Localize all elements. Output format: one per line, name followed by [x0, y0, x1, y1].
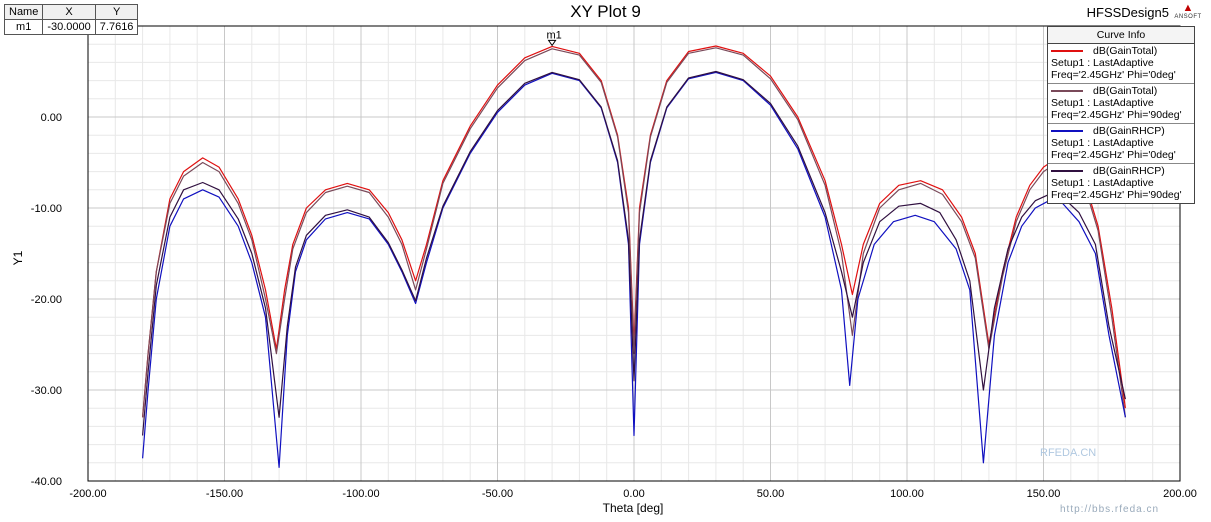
x-tick-label: -50.00: [482, 488, 513, 500]
legend-entry-name: dB(GainTotal): [1093, 45, 1158, 57]
marker-table[interactable]: Name X Y m1 -30.0000 7.7616: [3, 4, 139, 35]
ansoft-logo-text: ANSOFT: [1174, 14, 1202, 20]
y-tick-label: -10.00: [31, 203, 62, 215]
legend-entry[interactable]: dB(GainRHCP) Setup1 : LastAdaptive Freq=…: [1048, 124, 1194, 164]
marker-table-header-y: Y: [94, 4, 139, 20]
design-name: HFSSDesign5: [1086, 5, 1169, 20]
legend-entry[interactable]: dB(GainRHCP) Setup1 : LastAdaptive Freq=…: [1048, 164, 1194, 203]
watermark-text: RFEDA.CN: [1040, 447, 1097, 459]
legend-entry-setup: Setup1 : LastAdaptive: [1051, 137, 1154, 149]
legend-entry-name: dB(GainRHCP): [1093, 165, 1165, 177]
y-tick-label: -40.00: [31, 476, 62, 488]
x-tick-label: 200.00: [1163, 488, 1197, 500]
x-tick-label: -100.00: [342, 488, 379, 500]
legend-entry-name: dB(GainRHCP): [1093, 125, 1165, 137]
legend-entry-name: dB(GainTotal): [1093, 85, 1158, 97]
x-axis-ticks: -200.00 -150.00 -100.00 -50.00 0.00 50.00 100.…: [69, 488, 1196, 500]
plot-area-border: [87, 25, 1181, 482]
table-row[interactable]: m1 -30.0000 7.7616: [3, 19, 139, 35]
legend-entry-setup: Setup1 : LastAdaptive: [1051, 177, 1154, 189]
y-tick-label: -30.00: [31, 385, 62, 397]
curve-info-legend[interactable]: Curve Info dB(GainTotal) Setup1 : LastAd…: [1047, 26, 1195, 204]
y-tick-label: 0.00: [41, 112, 62, 124]
x-tick-label: -150.00: [206, 488, 243, 500]
y-axis-label: Y1: [11, 250, 25, 265]
marker-table-header-x: X: [42, 4, 96, 20]
legend-entry-params: Freq='2.45GHz' Phi='0deg': [1051, 69, 1176, 81]
legend-entry-setup: Setup1 : LastAdaptive: [1051, 57, 1154, 69]
x-tick-label: 100.00: [890, 488, 924, 500]
legend-title: Curve Info: [1048, 27, 1194, 44]
x-tick-label: -200.00: [69, 488, 106, 500]
x-tick-label: 0.00: [623, 488, 644, 500]
chart-series: [142, 45, 1126, 468]
y-axis-ticks: 0.00 -10.00 -20.00 -30.00 -40.00: [31, 112, 62, 488]
ansoft-logo: ▲ ANSOFT: [1171, 3, 1205, 23]
marker-label: m1: [546, 29, 561, 41]
marker-m1[interactable]: m1: [546, 29, 562, 47]
legend-entry-setup: Setup1 : LastAdaptive: [1051, 97, 1154, 109]
marker-y-cell: 7.7616: [94, 19, 139, 35]
series-line: [142, 70, 1126, 436]
series-line: [142, 47, 1126, 418]
x-tick-label: 50.00: [757, 488, 785, 500]
marker-x-cell: -30.0000: [42, 19, 96, 35]
series-line: [142, 71, 1126, 468]
marker-triangle[interactable]: [547, 39, 557, 47]
legend-swatch: [1051, 90, 1083, 92]
legend-entry[interactable]: dB(GainTotal) Setup1 : LastAdaptive Freq…: [1048, 84, 1194, 124]
legend-entry-params: Freq='2.45GHz' Phi='0deg': [1051, 149, 1176, 161]
legend-entry-params: Freq='2.45GHz' Phi='90deg': [1051, 189, 1182, 201]
legend-swatch: [1051, 130, 1083, 132]
legend-entry-params: Freq='2.45GHz' Phi='90deg': [1051, 109, 1182, 121]
x-tick-label: 150.00: [1027, 488, 1061, 500]
legend-swatch: [1051, 170, 1083, 172]
x-axis-label: Theta [deg]: [603, 501, 664, 515]
legend-entry[interactable]: dB(GainTotal) Setup1 : LastAdaptive Freq…: [1048, 44, 1194, 84]
ansoft-logo-icon: ▲: [1182, 2, 1194, 14]
marker-table-header-name: Name: [3, 4, 44, 20]
marker-name-cell: m1: [3, 19, 44, 35]
legend-swatch: [1051, 50, 1083, 52]
watermark-url: http://bbs.rfeda.cn: [1060, 504, 1160, 515]
chart-title: XY Plot 9: [570, 2, 641, 21]
marker-table-header: Name X Y: [3, 4, 139, 20]
y-tick-label: -20.00: [31, 294, 62, 306]
